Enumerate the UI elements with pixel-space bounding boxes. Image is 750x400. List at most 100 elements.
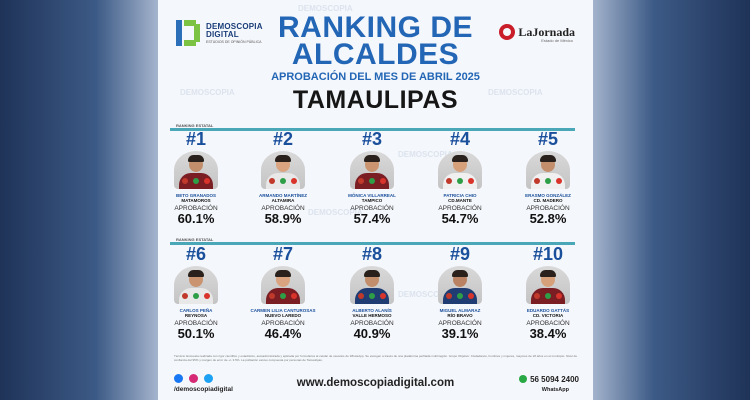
mayor-photo [438,151,482,189]
approval-label: APROBACIÓN [174,205,218,212]
rank-number: #3 [361,129,383,149]
approval-label: APROBACIÓN [261,205,305,212]
mayor-card: #2 ARMANDO MARTÍNEZ ALTAMIRA APROBACIÓN 58.9… [243,130,323,225]
mayor-photo [174,266,218,304]
rank-number: #7 [272,244,294,264]
mayor-city: MATAMOROS [181,198,211,203]
mayor-city: NUEVO LAREDO [264,313,302,318]
mayor-photo [526,266,570,304]
mayor-card: #7 CARMEN LILIA CANTUROSAS NUEVO LAREDO APR… [243,245,323,340]
row-divider [170,242,575,245]
mayor-name: ARMANDO MARTÍNEZ [259,193,307,198]
website-url[interactable]: www.demoscopiadigital.com [296,377,455,389]
approval-value: 50.1% [177,326,215,341]
rank-number: #1 [185,129,207,149]
approval-label: APROBACIÓN [261,320,305,327]
rank-number: #5 [537,129,559,149]
mayor-city: ALTAMIRA [271,198,295,203]
mayor-card: #6 CARLOS PEÑA REYNOSA APROBACIÓN 50.1% [158,245,236,340]
watermark: DEMOSCOPIA [298,4,353,13]
approval-label: APROBACIÓN [438,320,482,327]
approval-value: 57.4% [353,211,391,226]
approval-value: 39.1% [441,326,479,341]
rank-number: #9 [449,244,471,264]
mayor-photo [350,151,394,189]
jornada-name: LaJornada [518,24,575,39]
watermark: DEMOSCOPIA [398,290,453,299]
rank-number: #2 [272,129,294,149]
approval-label: APROBACIÓN [438,205,482,212]
mayor-photo [174,151,218,189]
row-label: RANKING ESTATAL [176,237,214,242]
jornada-emblem-icon [499,24,516,40]
mayor-card: #3 MÓNICA VILLARREAL TAMPICO APROBACIÓN 57.4… [332,130,412,225]
watermark: DEMOSCOPIA [308,208,363,217]
whatsapp-label: WhatsApp [541,387,569,393]
mayor-city: TAMPICO [361,198,383,203]
phone-number: 56 5094 2400 [519,375,579,384]
instagram-icon[interactable] [189,374,198,383]
rank-number: #8 [361,244,383,264]
social-handle: /demoscopiadigital [174,386,233,393]
watermark: DEMOSCOPIA [398,150,453,159]
mayor-card: #9 MIGUEL ALMARAZ RÍO BRAVO APROBACIÓN 39.1% [420,245,500,340]
mayor-photo [438,266,482,304]
approval-value: 46.4% [264,326,302,341]
approval-value: 54.7% [441,211,479,226]
rank-number: #6 [185,244,207,264]
approval-value: 40.9% [353,326,391,341]
approval-value: 60.1% [177,211,215,226]
mayor-name: MIGUEL ALMARAZ [439,308,481,313]
page-subtitle: APROBACIÓN DEL MES DE ABRIL 2025 [271,71,480,83]
mayor-city: REYNOSA [184,313,208,318]
mayor-photo [350,266,394,304]
jornada-sub: Estado de México [541,38,573,43]
mayor-name: CARMEN LILIA CANTUROSAS [250,308,316,313]
mayor-city: CD. VICTORIA [532,313,564,318]
mayor-city: CD.MANTE [448,198,472,203]
approval-label: APROBACIÓN [350,205,394,212]
mayor-city: CD. MADERO [533,198,563,203]
mayor-name: MÓNICA VILLARREAL [348,193,396,198]
rank-number: #4 [449,129,471,149]
whatsapp-icon [519,375,528,383]
approval-label: APROBACIÓN [350,320,394,327]
brand-tagline: ESTUDIOS DE OPINIÓN PÚBLICA [206,40,262,44]
mayor-name: CARLOS PEÑA [179,308,213,313]
social-icons [174,374,213,383]
mayor-card: #4 PATRICIA CHIO CD.MANTE APROBACIÓN 54.7% [420,130,500,225]
mayor-name: ERASMO GONZÁLEZ [525,193,571,198]
approval-label: APROBACIÓN [174,320,218,327]
approval-value: 58.9% [264,211,302,226]
ranking-poster: DEMOSCOPIA DEMOSCOPIA DEMOSCOPIA DEMOSCO… [158,0,593,400]
twitter-icon[interactable] [204,374,213,383]
demoscopia-logo-icon [176,20,202,46]
approval-label: APROBACIÓN [526,205,570,212]
watermark: DEMOSCOPIA [488,88,543,97]
approval-value: 38.4% [529,326,567,341]
mayor-card: #1 BETO GRANADOS MATAMOROS APROBACIÓN 60.1% [158,130,236,225]
mayor-card: #10 EDUARDO GATTÁS CD. VICTORIA APROBACIÓN 3… [508,245,588,340]
state-name: TAMAULIPAS [292,86,459,114]
mayor-city: VALLE HERMOSO [352,313,392,318]
rank-number: #10 [532,244,564,264]
mayor-card: #5 ERASMO GONZÁLEZ CD. MADERO APROBACIÓN 52.… [508,130,588,225]
background-left [0,0,160,400]
mayor-city: RÍO BRAVO [447,313,473,318]
mayor-photo [261,266,305,304]
mayor-photo [261,151,305,189]
background-right [590,0,750,400]
approval-label: APROBACIÓN [526,320,570,327]
page-title: RANKING DE ALCALDES [277,11,473,71]
mayor-card: #8 ALBERTO ALANÍS VALLE HERMOSO APROBACIÓN 4… [332,245,412,340]
approval-value: 52.8% [529,211,567,226]
methodology-note: Técnica: Encuesta realizada con rigor ci… [174,354,577,362]
watermark: DEMOSCOPIA [180,88,235,97]
mayor-name: PATRICIA CHIO [443,193,477,198]
facebook-icon[interactable] [174,374,183,383]
mayor-name: ALBERTO ALANÍS [352,308,392,313]
row-label: RANKING ESTATAL [176,123,214,128]
brand-name: DEMOSCOPIA DIGITAL [206,22,263,39]
jornada-logo: LaJornada [499,24,575,40]
mayor-name: EDUARDO GATTÁS [526,308,570,313]
